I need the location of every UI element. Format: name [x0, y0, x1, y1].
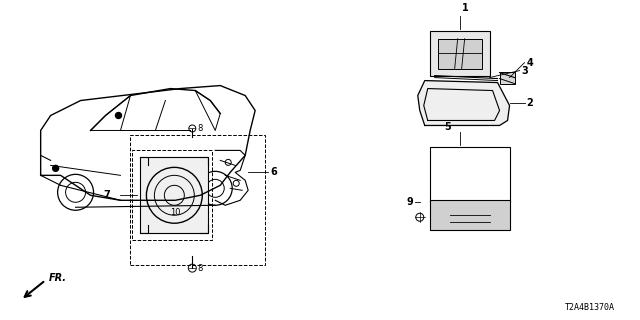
Bar — [429, 200, 509, 230]
Text: T2A4B1370A: T2A4B1370A — [564, 303, 614, 312]
Text: 8: 8 — [197, 124, 203, 133]
Bar — [131, 135, 265, 265]
Text: 5: 5 — [445, 123, 451, 132]
Bar — [438, 39, 482, 68]
Polygon shape — [418, 81, 509, 125]
Circle shape — [52, 165, 59, 171]
Bar — [140, 157, 208, 233]
Text: 3: 3 — [522, 66, 528, 76]
Text: 6: 6 — [270, 167, 277, 177]
Text: 8: 8 — [197, 264, 203, 273]
Circle shape — [115, 113, 122, 118]
Bar — [132, 150, 212, 240]
Text: 10: 10 — [170, 208, 180, 217]
Bar — [500, 72, 515, 84]
Text: FR.: FR. — [49, 273, 67, 283]
Text: 7: 7 — [104, 190, 111, 200]
Text: 2: 2 — [527, 98, 533, 108]
Text: 1: 1 — [461, 3, 468, 13]
Text: 9: 9 — [406, 197, 413, 207]
Bar — [429, 31, 490, 76]
Bar — [429, 148, 509, 202]
Text: 4: 4 — [527, 58, 533, 68]
